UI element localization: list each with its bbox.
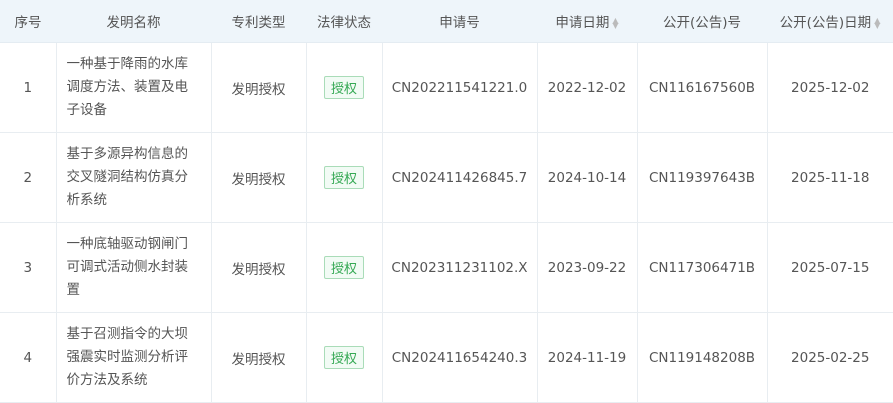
sort-icon[interactable]: ▲ ▼ <box>874 16 881 30</box>
pub-date-text: 2025-07-15 <box>791 259 870 276</box>
type-text: 发明授权 <box>231 351 286 368</box>
column-header: 序号 <box>0 0 56 43</box>
table-row: 2 基于多源异构信息的交叉隧洞结构仿真分析系统 发明授权 授权 CN2024114268… <box>0 132 893 223</box>
column-header: 法律状态 <box>306 0 382 43</box>
pub-no-text: CN117306471B <box>648 259 756 276</box>
cell-no: 2 <box>0 132 57 223</box>
column-header-label: 法律状态 <box>317 15 371 31</box>
name-text: 基于多源异构信息的交叉隧洞结构仿真分析系统 <box>66 146 189 208</box>
cell-app-date: 2024-10-14 <box>537 132 638 223</box>
cell-app-no: CN202411426845.7 <box>382 132 538 223</box>
app-no-text: CN202411654240.3 <box>391 349 528 366</box>
cell-pub-no: CN117306471B <box>637 222 768 313</box>
cell-pub-no: CN116167560B <box>637 42 768 133</box>
table-row: 3 一种底轴驱动钢闸门可调式活动侧水封装置 发明授权 授权 CN202311231102… <box>0 222 893 313</box>
status-badge: 授权 <box>323 76 364 99</box>
cell-app-date: 2024-11-19 <box>537 312 638 403</box>
app-no-text: CN202311231102.X <box>391 259 528 276</box>
no-text: 3 <box>23 259 33 276</box>
no-text: 2 <box>23 169 33 186</box>
cell-app-date: 2022-12-02 <box>537 42 638 133</box>
cell-status: 授权 <box>306 222 383 313</box>
column-header-label: 公开(公告)日期 <box>779 15 872 31</box>
column-header-label: 专利类型 <box>231 15 286 31</box>
pub-no-text: CN116167560B <box>648 79 756 96</box>
column-header[interactable]: 公开(公告)日期 ▲ ▼ <box>767 0 893 43</box>
type-text: 发明授权 <box>231 171 286 188</box>
no-text: 4 <box>23 349 33 366</box>
cell-status: 授权 <box>306 312 383 403</box>
cell-status: 授权 <box>306 42 383 133</box>
app-date-text: 2023-09-22 <box>547 259 627 276</box>
header-row: 序号 发明名称 专利类型 法律状态 申请号 申请日期 ▲ ▼ 公开(公告)号 公开(公告)日期 ▲ ▼ <box>0 0 893 43</box>
cell-type: 发明授权 <box>211 132 307 223</box>
cell-name: 一种底轴驱动钢闸门可调式活动侧水封装置 <box>56 222 212 313</box>
column-header: 公开(公告)号 <box>637 0 767 43</box>
column-header: 申请号 <box>382 0 537 43</box>
cell-pub-date: 2025-12-02 <box>767 42 893 133</box>
pub-no-text: CN119397643B <box>648 169 756 186</box>
no-text: 1 <box>23 79 33 96</box>
cell-pub-date: 2025-02-25 <box>767 312 893 403</box>
name-text: 基于召测指令的大坝强震实时监测分析评价方法及系统 <box>66 326 189 388</box>
column-header: 发明名称 <box>56 0 211 43</box>
cell-app-no: CN202211541221.0 <box>382 42 538 133</box>
column-header-label: 发明名称 <box>106 15 161 31</box>
column-header-label: 公开(公告)号 <box>662 15 742 31</box>
cell-name: 一种基于降雨的水库调度方法、装置及电子设备 <box>56 42 212 133</box>
sort-icon[interactable]: ▲ ▼ <box>612 16 619 30</box>
app-date-text: 2022-12-02 <box>547 79 627 96</box>
app-date-text: 2024-10-14 <box>547 169 627 186</box>
pub-date-text: 2025-02-25 <box>791 349 870 366</box>
cell-type: 发明授权 <box>211 222 307 313</box>
table-row: 1 一种基于降雨的水库调度方法、装置及电子设备 发明授权 授权 CN2022115412… <box>0 42 893 133</box>
type-text: 发明授权 <box>231 81 286 98</box>
type-text: 发明授权 <box>231 261 286 278</box>
table-row: 4 基于召测指令的大坝强震实时监测分析评价方法及系统 发明授权 授权 CN2024116… <box>0 312 893 403</box>
cell-pub-date: 2025-07-15 <box>767 222 893 313</box>
status-badge: 授权 <box>323 346 364 369</box>
cell-pub-no: CN119148208B <box>637 312 768 403</box>
pub-date-text: 2025-12-02 <box>791 79 870 96</box>
cell-type: 发明授权 <box>211 42 307 133</box>
column-header[interactable]: 申请日期 ▲ ▼ <box>537 0 637 43</box>
cell-pub-no: CN119397643B <box>637 132 768 223</box>
pub-date-text: 2025-11-18 <box>791 169 870 186</box>
cell-status: 授权 <box>306 132 383 223</box>
cell-app-no: CN202311231102.X <box>382 222 538 313</box>
column-header-label: 申请日期 <box>555 15 610 31</box>
cell-name: 基于多源异构信息的交叉隧洞结构仿真分析系统 <box>56 132 212 223</box>
cell-name: 基于召测指令的大坝强震实时监测分析评价方法及系统 <box>56 312 212 403</box>
cell-no: 4 <box>0 312 57 403</box>
status-badge: 授权 <box>323 166 364 189</box>
pub-no-text: CN119148208B <box>648 349 756 366</box>
cell-no: 3 <box>0 222 57 313</box>
cell-app-date: 2023-09-22 <box>537 222 638 313</box>
name-text: 一种基于降雨的水库调度方法、装置及电子设备 <box>66 56 189 118</box>
status-badge: 授权 <box>323 256 364 279</box>
column-header: 专利类型 <box>211 0 306 43</box>
cell-type: 发明授权 <box>211 312 307 403</box>
cell-no: 1 <box>0 42 57 133</box>
cell-pub-date: 2025-11-18 <box>767 132 893 223</box>
cell-app-no: CN202411654240.3 <box>382 312 538 403</box>
app-no-text: CN202411426845.7 <box>391 169 528 186</box>
column-header-label: 申请号 <box>439 15 480 31</box>
name-text: 一种底轴驱动钢闸门可调式活动侧水封装置 <box>66 236 189 298</box>
column-header-label: 序号 <box>14 15 42 31</box>
app-date-text: 2024-11-19 <box>547 349 627 366</box>
app-no-text: CN202211541221.0 <box>391 79 528 96</box>
